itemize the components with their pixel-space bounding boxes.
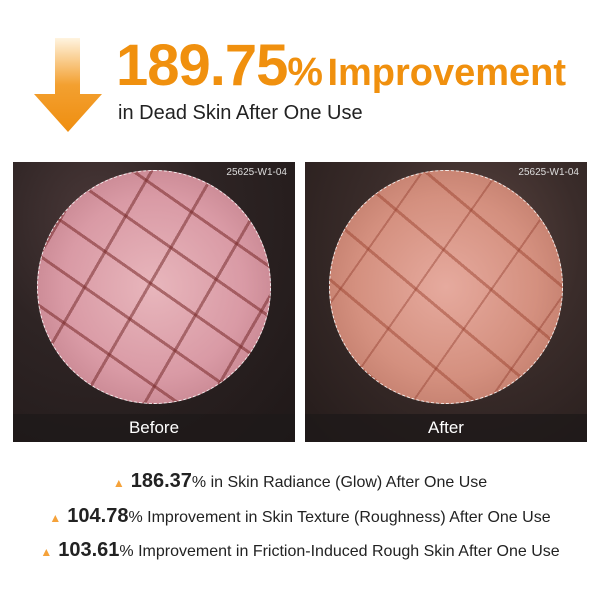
stat-value: 104.78 <box>67 505 129 527</box>
after-label: After <box>305 414 587 442</box>
up-triangle-icon: ▲ <box>112 476 125 490</box>
stat-percent: % <box>191 474 207 491</box>
headline-subtitle: in Dead Skin After One Use <box>118 102 363 124</box>
sample-code: 25625-W1-04 <box>226 167 287 178</box>
stat-radiance: ▲ 186.37% in Skin Radiance (Glow) After O… <box>0 470 600 493</box>
stat-text: in Skin Radiance (Glow) After One Use <box>210 474 488 491</box>
stat-value: 103.61 <box>58 539 120 561</box>
down-arrow-icon <box>34 38 102 132</box>
headline: 189.75% Improvement <box>116 32 566 99</box>
up-triangle-icon: ▲ <box>49 511 62 525</box>
sample-code: 25625-W1-04 <box>518 167 579 178</box>
before-label: Before <box>13 414 295 442</box>
magnified-skin-circle <box>37 170 271 404</box>
magnified-skin-circle <box>329 170 563 404</box>
headline-text: Improvement <box>327 52 567 94</box>
stat-texture: ▲ 104.78% Improvement in Skin Texture (Ro… <box>0 505 600 528</box>
stat-percent: % <box>119 543 134 560</box>
headline-percent: % <box>287 50 323 94</box>
stat-text: Improvement in Skin Texture (Roughness) … <box>147 509 551 526</box>
after-image: 25625-W1-04 After <box>305 162 587 442</box>
before-image: 25625-W1-04 Before <box>13 162 295 442</box>
headline-value: 189.75 <box>116 33 288 98</box>
stat-value: 186.37 <box>130 470 192 492</box>
up-triangle-icon: ▲ <box>40 545 53 559</box>
stat-friction: ▲ 103.61% Improvement in Friction-Induced… <box>0 539 600 562</box>
stat-percent: % <box>128 509 143 526</box>
stat-text: Improvement in Friction-Induced Rough Sk… <box>138 543 560 560</box>
